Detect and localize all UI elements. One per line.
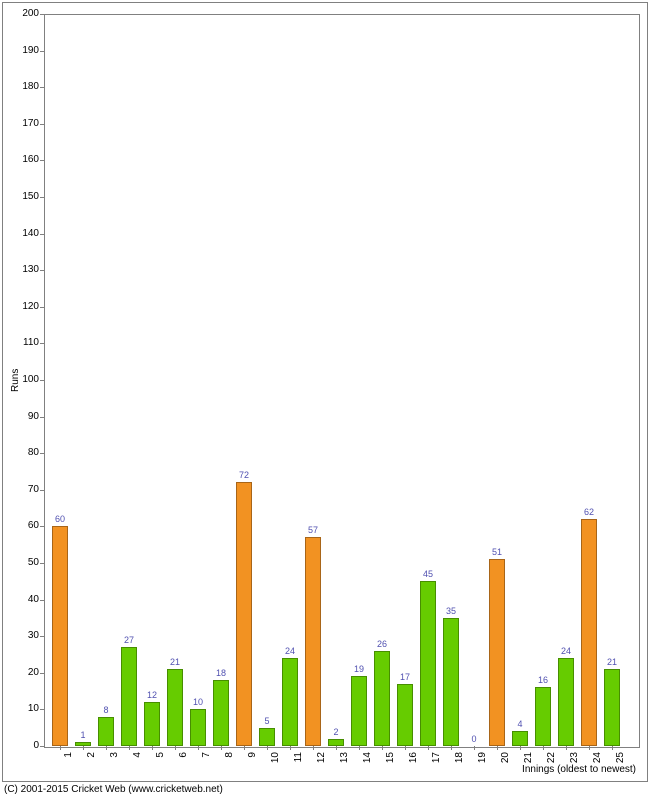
y-tick-label: 200	[14, 8, 39, 19]
bar	[121, 647, 137, 746]
bar	[374, 651, 390, 746]
bar	[420, 581, 436, 746]
y-tick-label: 180	[14, 81, 39, 92]
y-tick-label: 70	[14, 484, 39, 495]
y-tick-label: 20	[14, 667, 39, 678]
bar	[52, 526, 68, 746]
bar-value-label: 8	[94, 705, 118, 715]
y-axis-title: Runs	[10, 369, 21, 392]
bar	[305, 537, 321, 746]
bar	[75, 742, 91, 746]
bar	[535, 687, 551, 746]
x-tick-label: 5	[155, 752, 166, 772]
y-tick-label: 130	[14, 264, 39, 275]
x-tick-label: 11	[293, 752, 304, 772]
x-tick-label: 18	[454, 752, 465, 772]
y-tick-label: 50	[14, 557, 39, 568]
y-tick-label: 90	[14, 411, 39, 422]
y-tick-label: 190	[14, 45, 39, 56]
y-tick-label: 40	[14, 594, 39, 605]
bar	[489, 559, 505, 746]
x-tick-label: 16	[408, 752, 419, 772]
bar-value-label: 21	[600, 657, 624, 667]
y-tick-label: 60	[14, 520, 39, 531]
bar-value-label: 24	[278, 646, 302, 656]
bar-value-label: 26	[370, 639, 394, 649]
bar-value-label: 45	[416, 569, 440, 579]
x-tick-label: 12	[316, 752, 327, 772]
x-axis-title: Innings (oldest to newest)	[522, 764, 636, 775]
bar-value-label: 60	[48, 514, 72, 524]
bar	[190, 709, 206, 746]
bar-value-label: 24	[554, 646, 578, 656]
bar-value-label: 17	[393, 672, 417, 682]
x-tick-label: 3	[109, 752, 120, 772]
y-tick-label: 150	[14, 191, 39, 202]
y-tick-label: 140	[14, 228, 39, 239]
y-tick-label: 80	[14, 447, 39, 458]
bar	[443, 618, 459, 746]
y-tick-label: 120	[14, 301, 39, 312]
x-tick-label: 15	[385, 752, 396, 772]
bar	[351, 676, 367, 746]
bar	[213, 680, 229, 746]
bar-value-label: 51	[485, 547, 509, 557]
y-tick-label: 10	[14, 703, 39, 714]
bar-value-label: 19	[347, 664, 371, 674]
bar-value-label: 16	[531, 675, 555, 685]
y-tick-label: 170	[14, 118, 39, 129]
bar-value-label: 27	[117, 635, 141, 645]
x-tick-label: 14	[362, 752, 373, 772]
x-tick-label: 8	[224, 752, 235, 772]
y-tick-label: 0	[14, 740, 39, 751]
x-tick-label: 7	[201, 752, 212, 772]
bar-value-label: 4	[508, 719, 532, 729]
bar-value-label: 18	[209, 668, 233, 678]
bar-value-label: 57	[301, 525, 325, 535]
bar-value-label: 1	[71, 730, 95, 740]
bar-value-label: 62	[577, 507, 601, 517]
bar	[98, 717, 114, 746]
bar	[397, 684, 413, 746]
bar	[259, 728, 275, 746]
x-tick-label: 10	[270, 752, 281, 772]
y-tick-label: 30	[14, 630, 39, 641]
y-tick-label: 160	[14, 154, 39, 165]
x-tick-label: 20	[500, 752, 511, 772]
bar	[512, 731, 528, 746]
bar-value-label: 21	[163, 657, 187, 667]
bar	[167, 669, 183, 746]
bar-value-label: 12	[140, 690, 164, 700]
bar	[581, 519, 597, 746]
bar-value-label: 10	[186, 697, 210, 707]
bar	[604, 669, 620, 746]
bar	[328, 739, 344, 746]
y-tick-label: 110	[14, 337, 39, 348]
bar-value-label: 35	[439, 606, 463, 616]
bar	[144, 702, 160, 746]
x-tick-label: 17	[431, 752, 442, 772]
x-tick-label: 2	[86, 752, 97, 772]
bar-value-label: 2	[324, 727, 348, 737]
x-tick-label: 1	[63, 752, 74, 772]
copyright-text: (C) 2001-2015 Cricket Web (www.cricketwe…	[4, 784, 223, 795]
x-tick-label: 19	[477, 752, 488, 772]
bar	[236, 482, 252, 746]
bar	[282, 658, 298, 746]
bar-value-label: 0	[462, 734, 486, 744]
bar-value-label: 5	[255, 716, 279, 726]
bar	[558, 658, 574, 746]
chart-container: 0102030405060708090100110120130140150160…	[0, 0, 650, 800]
x-tick-label: 13	[339, 752, 350, 772]
x-tick-label: 6	[178, 752, 189, 772]
x-tick-label: 9	[247, 752, 258, 772]
x-tick-label: 4	[132, 752, 143, 772]
bar-value-label: 72	[232, 470, 256, 480]
